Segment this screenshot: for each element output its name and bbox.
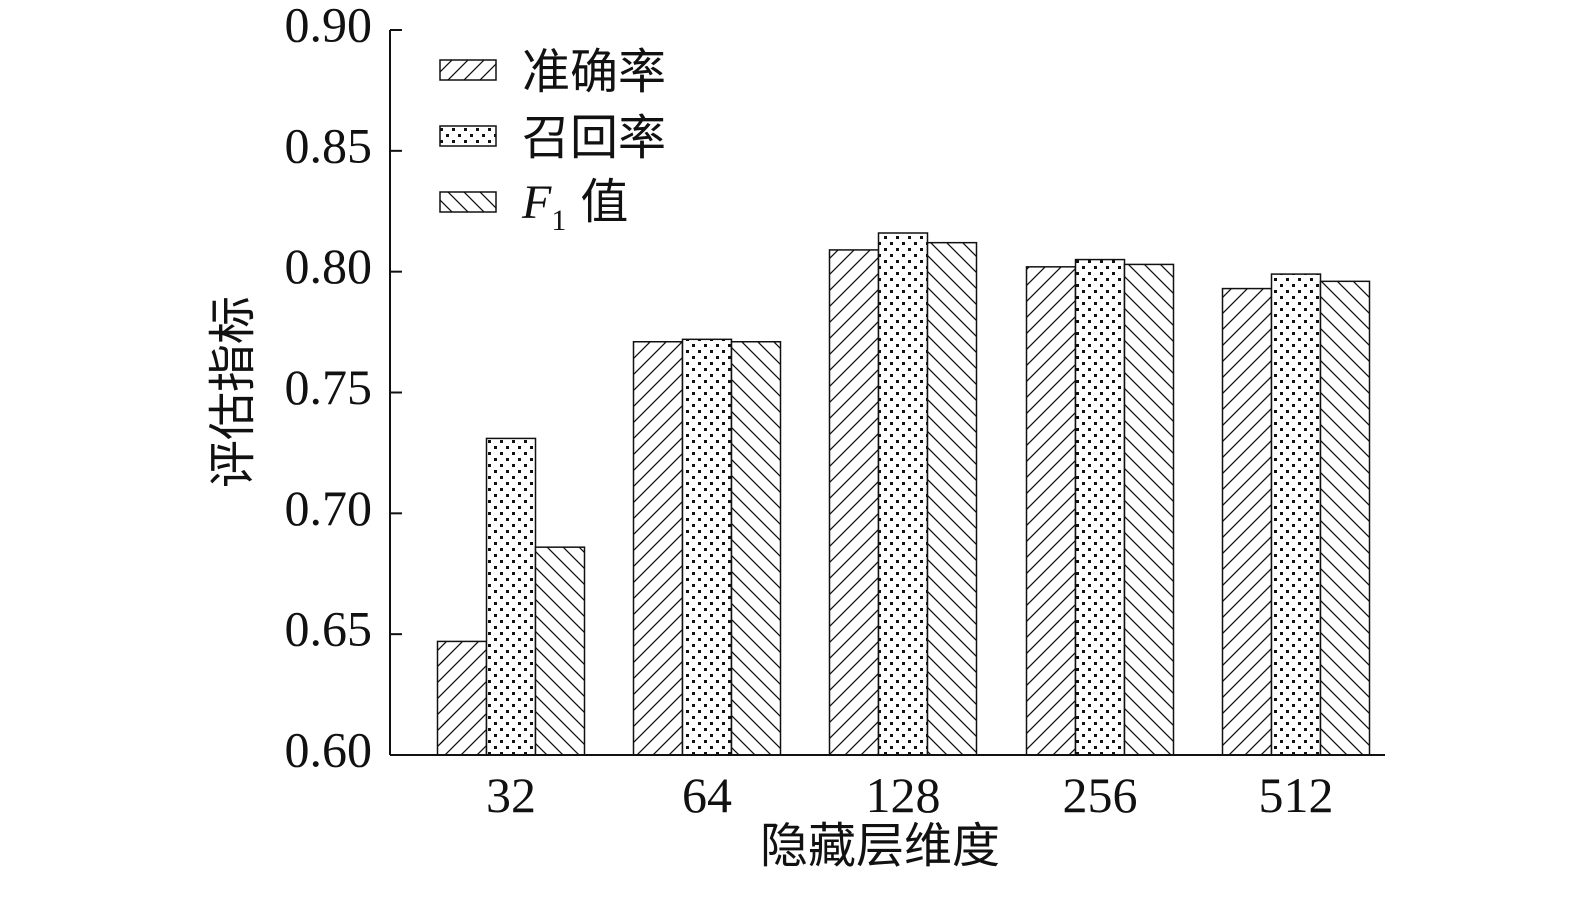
bar-f1-256 [1123,263,1175,756]
x-tick-label: 128 [866,767,941,823]
x-tick-label: 256 [1063,767,1138,823]
x-axis-title: 隐藏层维度 [760,820,1000,873]
bar-accuracy-512 [1221,287,1273,756]
bar-recall-128 [877,232,929,756]
bar-f1-64 [730,341,782,756]
bars-group [436,232,1371,756]
x-tick-label: 64 [682,767,732,823]
legend: 准确率 召回率 F1 值 [439,46,666,237]
x-tick-label: 32 [486,767,536,823]
x-tick-label: 512 [1259,767,1334,823]
legend-item-recall: 召回率 [439,112,666,165]
bar-recall-64 [681,338,733,756]
legend-f1-suffix: 值 [580,176,628,229]
y-tick-label: 0.70 [285,480,373,536]
legend-item-f1: F1 值 [439,176,628,237]
legend-swatch-recall [439,125,497,147]
bar-f1-128 [926,241,978,756]
y-tick-label: 0.60 [285,721,373,777]
bar-accuracy-256 [1025,266,1077,756]
y-tick-label: 0.85 [285,117,373,173]
bar-accuracy-32 [436,640,488,756]
legend-swatch-accuracy [439,59,497,81]
y-tick-label: 0.80 [285,238,373,294]
legend-label-recall: 召回率 [522,112,666,165]
bar-f1-32 [534,546,586,756]
y-tick-label: 0.90 [285,0,373,52]
legend-label-f1: F1 值 [521,176,628,237]
y-tick-label: 0.75 [285,359,373,415]
bar-f1-512 [1319,280,1371,756]
y-tick-label: 0.65 [285,601,373,657]
bar-recall-512 [1270,273,1322,756]
bar-accuracy-64 [632,341,684,756]
legend-item-accuracy: 准确率 [439,46,666,99]
x-ticks: 32 64 128 256 512 [486,767,1334,823]
legend-label-accuracy: 准确率 [522,46,666,99]
legend-f1-subscript: 1 [551,204,566,237]
legend-swatch-f1 [439,191,497,213]
y-ticks: 0.60 0.65 0.70 0.75 0.80 0.85 0.90 [285,0,402,777]
bar-accuracy-128 [828,249,880,756]
bar-recall-256 [1074,258,1126,756]
bar-recall-32 [485,437,537,756]
legend-f1-letter: F [521,176,552,229]
y-axis-title: 评估指标 [207,296,260,488]
